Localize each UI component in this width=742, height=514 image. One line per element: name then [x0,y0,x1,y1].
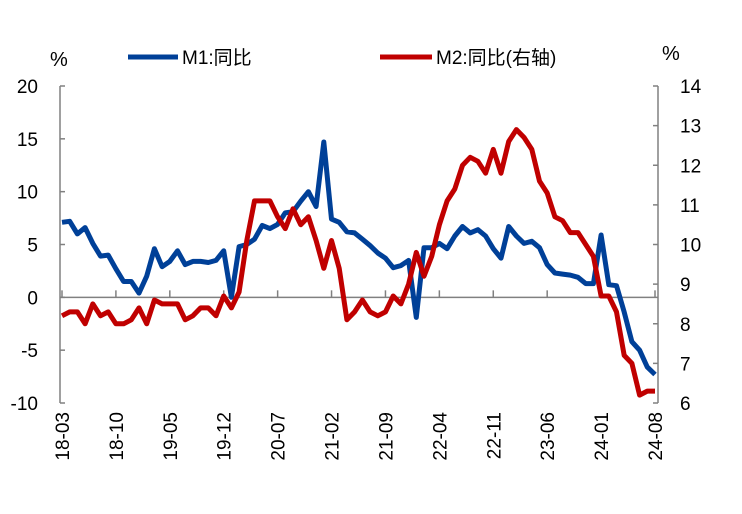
left-tick-label: 10 [17,183,38,204]
left-tick-label: 20 [17,77,38,98]
left-tick-label: -10 [11,394,38,415]
x-tick-label: 18-10 [107,412,128,461]
left-tick-label: 15 [17,130,38,151]
x-tick-label: 19-12 [215,412,236,461]
x-tick-label: 20-07 [269,412,290,461]
right-tick-label: 11 [680,196,700,217]
m1-series-line [61,139,657,377]
legend: M1:同比 M2:同比(右轴) [128,47,556,69]
legend-label-m2: M2:同比(右轴) [436,47,556,69]
right-tick-label: 12 [680,156,701,177]
right-tick-label: 9 [680,275,691,296]
x-tick-label: 22-04 [430,412,451,461]
x-tick-label: 21-09 [376,412,397,461]
right-tick-label: 8 [680,315,691,336]
right-tick-label: 6 [680,394,691,415]
x-tick-label: 23-06 [538,412,559,461]
x-tick-label: 21-02 [323,412,344,461]
x-tick-label: 24-08 [646,412,667,461]
right-tick-label: 10 [680,236,701,257]
m2-series-line [60,127,655,398]
x-tick-label: 19-05 [161,412,182,461]
right-axis-unit: % [662,43,680,65]
x-tick-label: 22-11 [484,412,505,459]
right-tick-label: 7 [680,354,691,375]
legend-label-m1: M1:同比 [182,47,252,69]
right-tick-label: 14 [680,77,702,98]
left-tick-label: 0 [27,288,38,309]
left-tick-label: 5 [27,236,38,257]
right-tick-label: 13 [680,117,701,138]
x-tick-label: 18-03 [53,412,74,461]
left-axis-unit: % [50,49,68,71]
x-tick-label: 24-01 [592,412,613,461]
left-tick-label: -5 [21,341,38,362]
